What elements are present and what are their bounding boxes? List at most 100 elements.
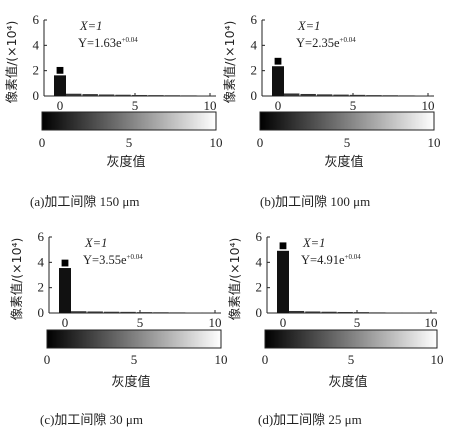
y-axis-label: 像素值/(×10⁴) — [4, 21, 19, 104]
x-tick-label: 0 — [62, 315, 69, 330]
annotation-y-exponent: +0.04 — [122, 36, 139, 44]
colorbar — [264, 329, 438, 349]
x-tick-label: 5 — [132, 98, 139, 113]
data-bar — [54, 75, 66, 96]
colorbar-tick-label: 0 — [262, 352, 269, 367]
colorbar-tick-label: 5 — [348, 352, 355, 367]
data-bar — [148, 95, 164, 96]
data-bar — [186, 312, 202, 313]
x-tick-label: 10 — [422, 98, 435, 113]
data-bar — [169, 312, 186, 313]
x-tick-label: 0 — [280, 315, 287, 330]
data-bar — [115, 94, 131, 96]
colorbar-tick-label: 0 — [257, 135, 264, 150]
y-tick-label: 4 — [251, 37, 258, 52]
data-bar — [272, 66, 284, 96]
y-tick-label: 0 — [251, 88, 258, 103]
y-tick-label: 0 — [33, 88, 40, 103]
y-tick-label: 2 — [251, 63, 258, 78]
y-tick-label: 4 — [38, 254, 45, 269]
colorbar-tick-label: 10 — [210, 135, 223, 150]
data-bar — [399, 95, 415, 96]
data-bar — [164, 95, 181, 96]
chart-panel: 0 2 4 6 0 5 10 像素值/(×10⁴) X=1 Y=1.63e+0.04 0 5 10 灰度值… — [4, 12, 223, 209]
data-bar — [349, 94, 366, 96]
annotation-y-main: Y=2.35e — [296, 36, 340, 50]
data-bar — [321, 311, 337, 313]
y-tick-label: 6 — [251, 12, 258, 27]
annotation-x: X=1 — [79, 19, 102, 33]
data-bar — [284, 93, 300, 96]
y-tick-label: 2 — [33, 63, 40, 78]
y-tick-label: 6 — [38, 229, 45, 244]
data-bar — [82, 94, 98, 96]
data-bar — [71, 311, 87, 313]
annotation-y-exponent: +0.04 — [340, 36, 357, 44]
x-tick-label: 10 — [204, 98, 217, 113]
panel-caption: (b)加工间隙 100 μm — [260, 194, 370, 209]
colorbar-tick-label: 10 — [215, 352, 228, 367]
data-bar — [66, 93, 82, 96]
data-marker — [278, 241, 288, 251]
annotation-y: Y=3.55e+0.04 — [83, 253, 143, 267]
colorbar-tick-label: 10 — [428, 135, 441, 150]
annotation-y-main: Y=4.91e — [301, 253, 345, 267]
annotation-y-exponent: +0.04 — [345, 253, 362, 261]
data-bar — [370, 312, 386, 313]
y-tick-label: 2 — [256, 280, 263, 295]
colorbar — [259, 111, 435, 131]
x-axis-label: 灰度值 — [106, 154, 145, 170]
annotation-y-exponent: +0.04 — [127, 253, 144, 261]
data-bar — [415, 95, 431, 96]
x-tick-label: 0 — [57, 98, 64, 113]
chart-panel: 0 2 4 6 0 5 10 像素值/(×10⁴) X=1 Y=3.55e+0.04 0 5 10 灰度值… — [9, 229, 228, 427]
data-bar — [87, 311, 103, 313]
data-marker — [273, 56, 283, 66]
data-bar — [382, 95, 399, 96]
y-tick-label: 0 — [38, 305, 45, 320]
data-bar — [131, 94, 148, 96]
y-axis-label: 像素值/(×10⁴) — [227, 238, 242, 321]
data-bar — [289, 310, 305, 313]
colorbar-tick-label: 5 — [126, 135, 133, 150]
annotation-y-main: Y=1.63e — [78, 36, 122, 50]
y-tick-label: 4 — [33, 37, 40, 52]
x-tick-label: 10 — [425, 315, 438, 330]
data-bar — [98, 94, 115, 96]
colorbar — [46, 329, 222, 349]
data-marker — [55, 65, 65, 75]
colorbar — [41, 111, 217, 131]
panel-caption: (d)加工间隙 25 μm — [258, 412, 362, 427]
data-bar — [402, 312, 418, 313]
data-bar — [316, 94, 333, 96]
x-axis-label: 灰度值 — [111, 374, 150, 390]
data-bar — [136, 312, 153, 313]
data-bar — [300, 93, 316, 96]
data-bar — [366, 95, 382, 96]
data-bar — [337, 311, 353, 313]
chart-panel: 0 2 4 6 0 5 10 像素值/(×10⁴) X=1 Y=2.35e+0.04 0 5 10 灰度值… — [222, 12, 441, 209]
data-marker — [60, 258, 70, 268]
colorbar-tick-label: 0 — [44, 352, 51, 367]
x-axis-label: 灰度值 — [324, 154, 363, 170]
data-bar — [277, 250, 289, 313]
colorbar-tick-label: 5 — [344, 135, 351, 150]
x-tick-label: 5 — [350, 98, 357, 113]
data-bar — [103, 311, 120, 313]
data-bar — [120, 311, 136, 313]
data-bar — [181, 95, 197, 96]
y-axis-label: 像素值/(×10⁴) — [9, 238, 24, 321]
data-bar — [59, 268, 71, 313]
x-tick-label: 10 — [209, 315, 222, 330]
annotation-y: Y=2.35e+0.04 — [296, 36, 356, 50]
data-bar — [386, 312, 402, 313]
data-bar — [353, 312, 370, 313]
annotation-y: Y=1.63e+0.04 — [78, 36, 138, 50]
chart-panel: 0 2 4 6 0 5 10 像素值/(×10⁴) X=1 Y=4.91e+0.04 0 5 10 灰度值… — [227, 229, 444, 427]
annotation-y-main: Y=3.55e — [83, 253, 127, 267]
y-tick-label: 2 — [38, 280, 45, 295]
x-tick-label: 5 — [137, 315, 144, 330]
annotation-y: Y=4.91e+0.04 — [301, 253, 361, 267]
data-bar — [333, 94, 349, 96]
colorbar-tick-label: 10 — [431, 352, 444, 367]
